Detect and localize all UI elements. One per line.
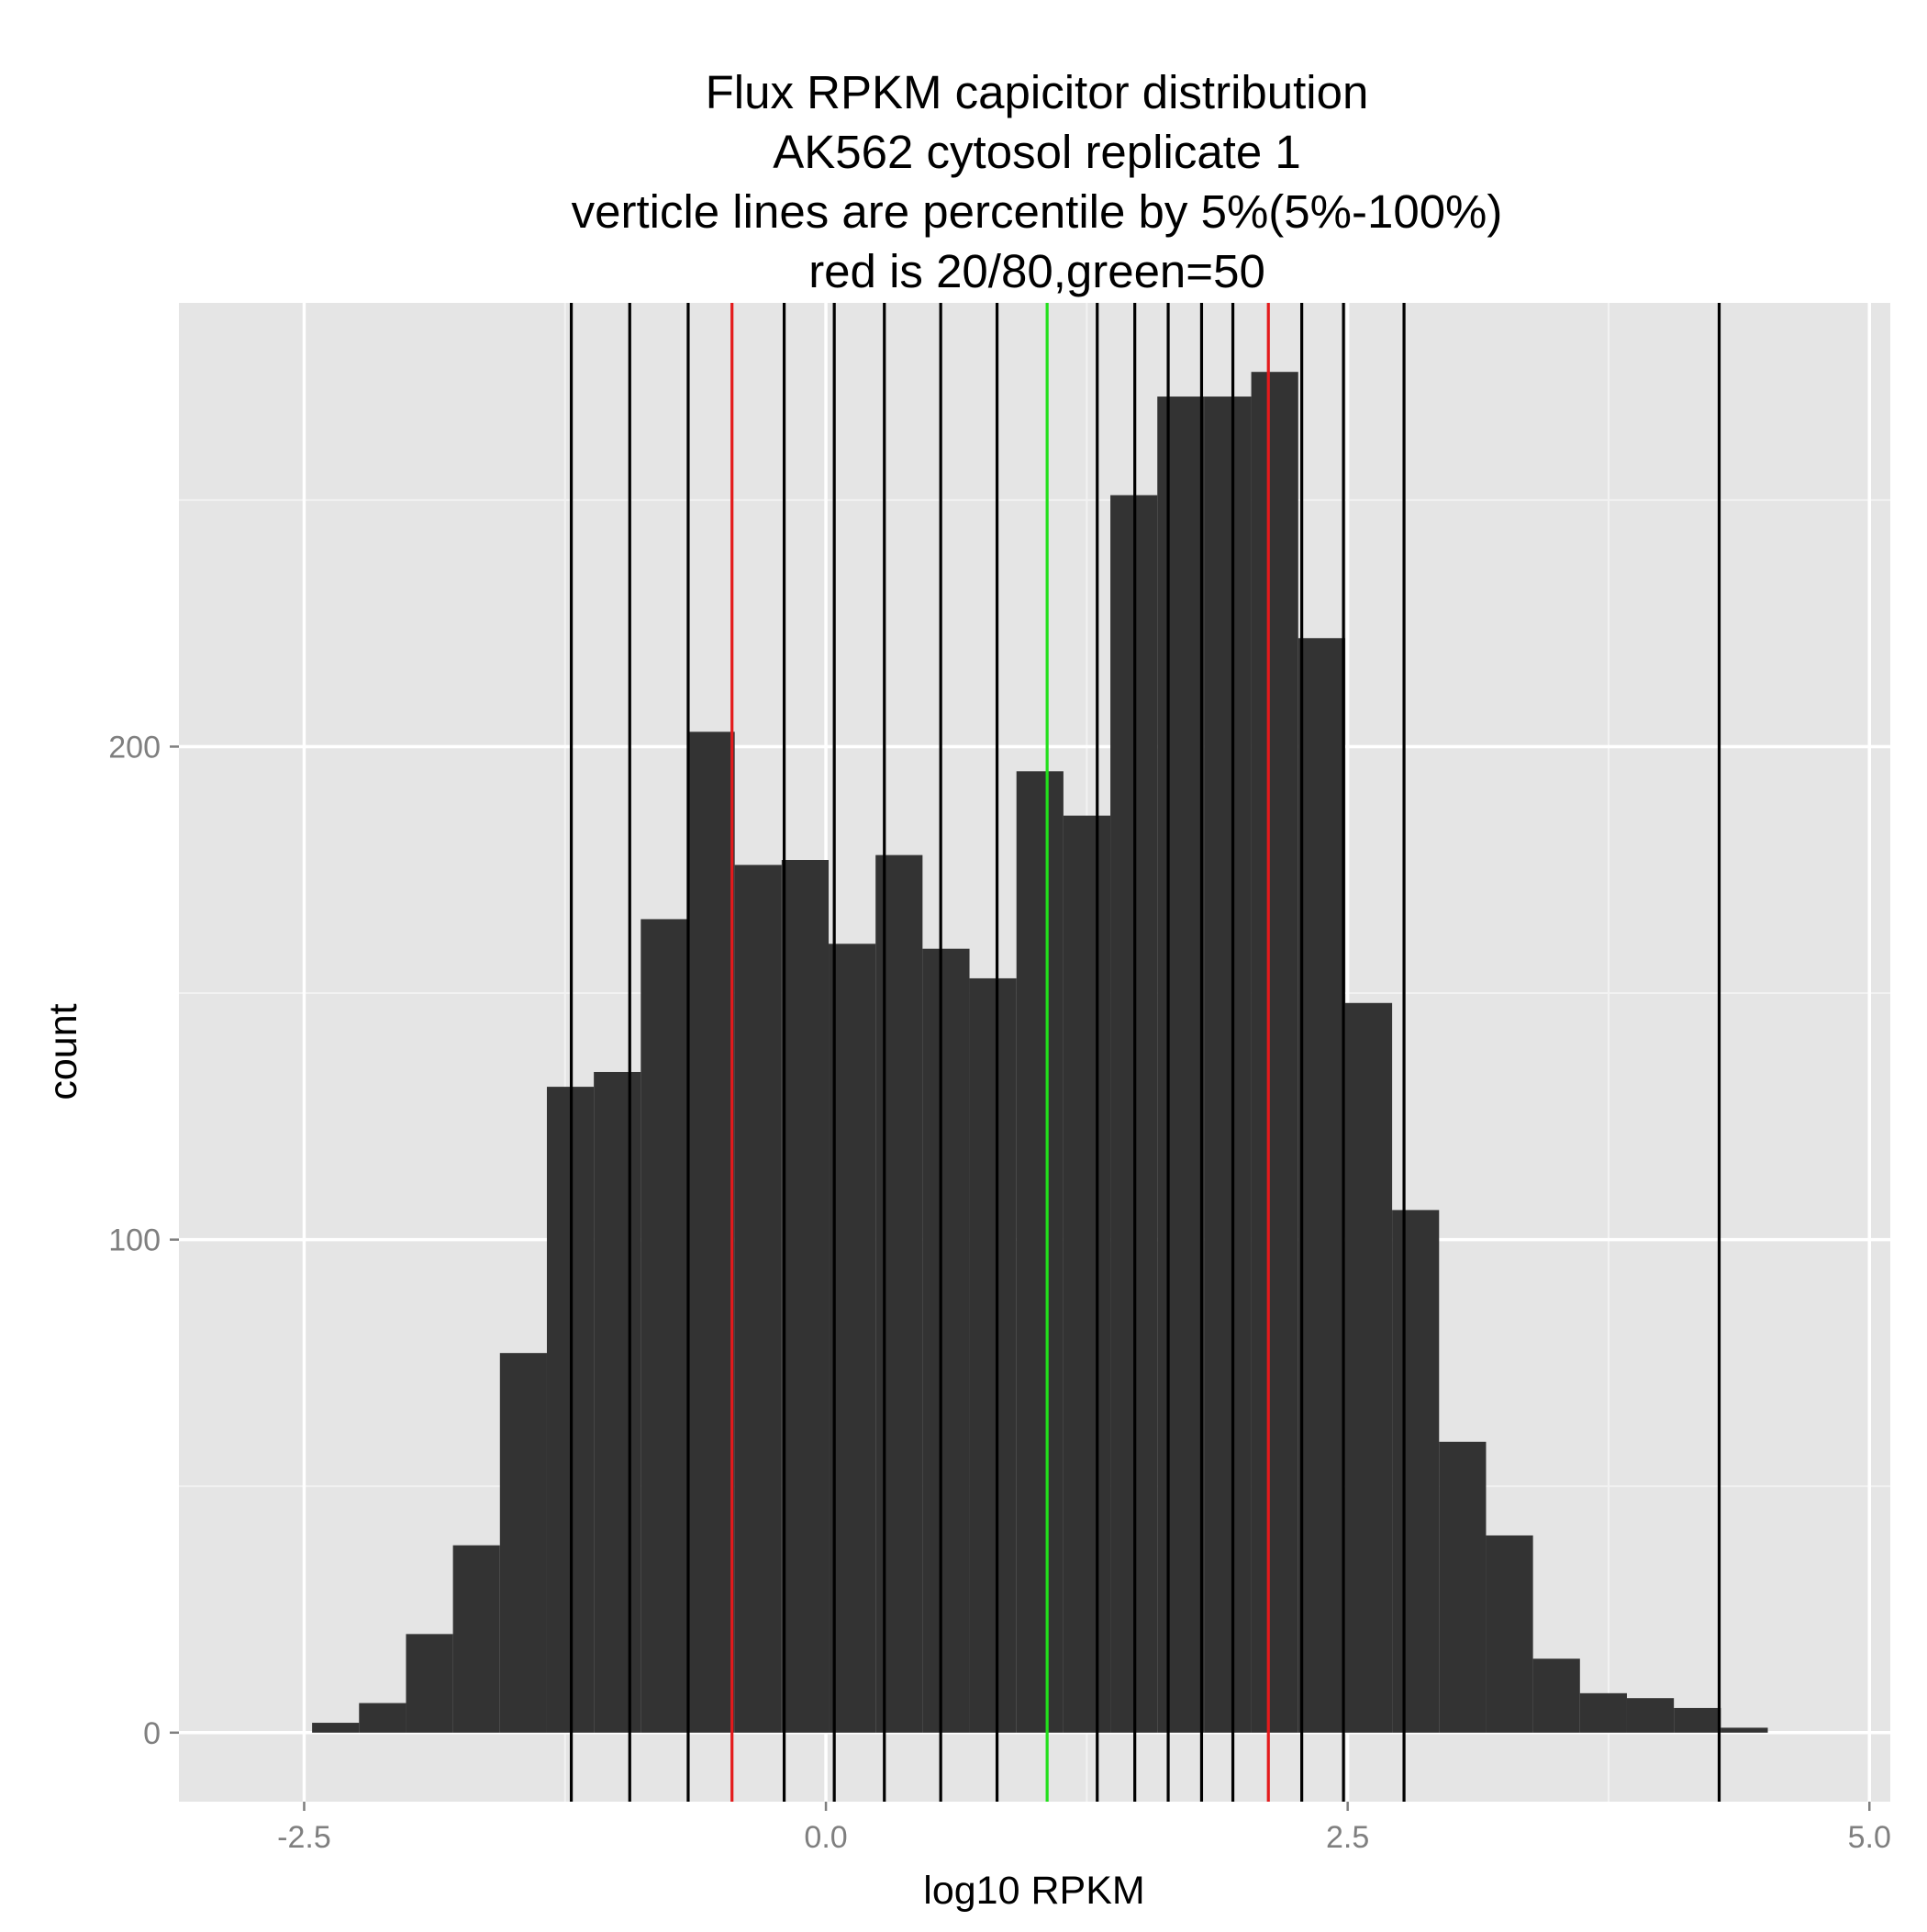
histogram-bar (1439, 1441, 1487, 1733)
histogram-bar (499, 1353, 547, 1733)
y-tick-label: 200 (108, 730, 161, 765)
x-tick-label: 2.5 (1326, 1820, 1369, 1855)
x-tick-label: 0.0 (804, 1820, 847, 1855)
histogram-bar (312, 1723, 360, 1733)
histogram-bar (1674, 1707, 1721, 1733)
chart-title-line-4: red is 20/80,green=50 (808, 245, 1265, 297)
histogram-bar (1157, 396, 1205, 1733)
histogram-bar (1344, 1002, 1393, 1733)
histogram-bar (922, 948, 970, 1733)
histogram-bar (406, 1634, 453, 1733)
histogram-bar (734, 865, 782, 1733)
chart-title-line-2: AK562 cytosol replicate 1 (773, 126, 1301, 178)
histogram-bar (1721, 1727, 1768, 1733)
histogram-bar (875, 854, 923, 1733)
y-tick-label: 100 (108, 1223, 161, 1258)
percentile-lines (569, 303, 1721, 1802)
x-tick-label: 5.0 (1848, 1820, 1891, 1855)
histogram-bar (687, 731, 735, 1733)
histogram-bar (1579, 1692, 1627, 1733)
histogram-bar (1251, 372, 1298, 1733)
y-axis-title: count (41, 1003, 85, 1100)
histogram-bar (1063, 815, 1111, 1733)
histogram-bar (1392, 1210, 1440, 1733)
histogram-bar (1626, 1698, 1675, 1733)
y-tick-label: 0 (143, 1716, 161, 1751)
histogram-bars (312, 372, 1768, 1733)
histogram-bar (359, 1703, 407, 1733)
histogram-bar (1016, 771, 1064, 1733)
histogram-bar (1532, 1658, 1580, 1733)
histogram-bar (829, 944, 876, 1733)
histogram-bar (1298, 638, 1345, 1733)
histogram-bar (452, 1545, 500, 1733)
axis-ticks (170, 745, 1871, 1811)
x-axis-tick-labels: -2.5 0.0 2.5 5.0 (277, 1820, 1891, 1855)
y-axis-tick-labels: 0 100 200 (108, 730, 161, 1750)
histogram-bar (1486, 1535, 1533, 1733)
histogram-bar (781, 860, 830, 1733)
chart-title-line-1: Flux RPKM capicitor distribution (706, 66, 1369, 118)
histogram-bar (1204, 396, 1252, 1733)
histogram-bar (969, 977, 1017, 1733)
chart-title-line-3: verticle lines are percentile by 5%(5%-1… (572, 185, 1503, 238)
x-tick-label: -2.5 (277, 1820, 331, 1855)
x-axis-title: log10 RPKM (923, 1869, 1144, 1913)
histogram-bar (594, 1071, 641, 1733)
histogram-bar (640, 919, 688, 1733)
